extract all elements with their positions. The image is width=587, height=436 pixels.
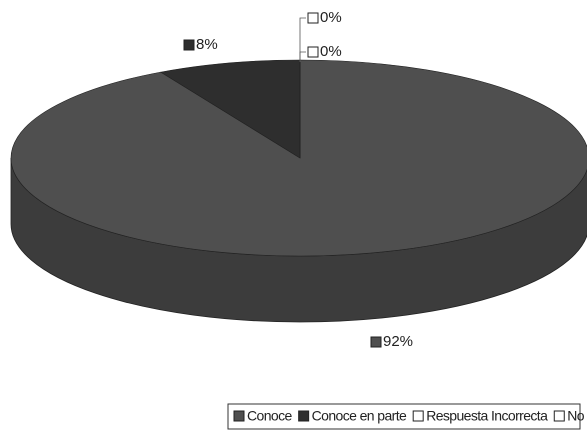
label-swatch: [307, 46, 319, 58]
legend-box: [227, 403, 581, 430]
label-swatch: [370, 336, 382, 348]
legend-label: Conoce: [247, 408, 292, 424]
legend-label: Conoce en parte: [312, 408, 407, 424]
label-swatch: [183, 39, 195, 51]
pie-slice: [10, 59, 587, 257]
leader-line: [299, 51, 306, 62]
data-label: 0%: [320, 43, 342, 60]
legend-swatch: [412, 410, 424, 422]
pie-slice: [159, 59, 301, 159]
data-label: 92%: [383, 333, 413, 350]
legend: Conoce Conoce en parte Respuesta Incorrect…: [233, 408, 587, 424]
data-label: 8%: [196, 36, 218, 53]
leader-line: [299, 17, 306, 62]
data-label: 0%: [320, 9, 342, 26]
legend-swatch: [553, 410, 565, 422]
label-swatch: [307, 12, 319, 24]
legend-label: No responde: [567, 408, 587, 424]
legend-label: Respuesta Incorrecta: [426, 408, 548, 424]
legend-swatch: [233, 410, 245, 422]
legend-swatch: [298, 410, 310, 422]
